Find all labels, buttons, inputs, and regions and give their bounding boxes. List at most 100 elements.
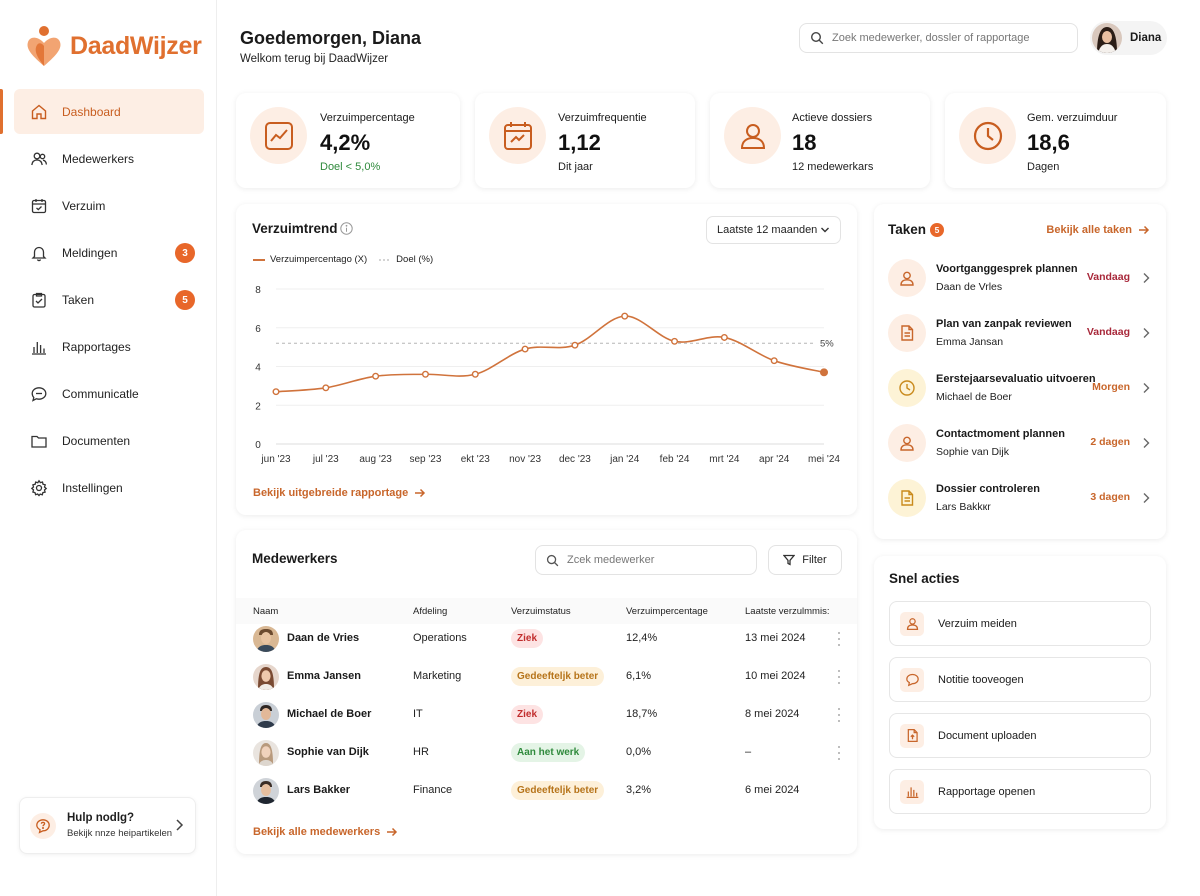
view-all-employees-link[interactable]: Bekijk alle medewerkers [253,826,398,838]
quick-action-label: Document uploaden [938,729,1037,742]
view-all-tasks-link[interactable]: Bekijk alle taken [1046,224,1150,236]
employee-search-input[interactable] [567,554,747,566]
more-options-icon[interactable] [836,708,842,722]
task-title: Eerstejaarsevaluatio uitvoeren [936,373,1096,385]
data-point [770,357,778,365]
person-icon [900,611,924,636]
x-tick-label: jan '24 [609,454,640,465]
add-note-button[interactable]: Notitie tooveogen [889,657,1151,702]
info-icon[interactable] [340,222,353,235]
task-item[interactable]: Voortganggesprek plannen Daan de Vrles V… [888,251,1152,306]
sidebar-item-medewerkers[interactable]: Medewerkers [14,136,204,181]
sidebar-item-documenten[interactable]: Documenten [14,418,204,463]
stat-label: Verzuimfrequentie [558,112,647,124]
status-badge: Gedeefteljk beter [511,667,605,686]
tasks-count-badge: 5 [930,223,944,237]
sidebar-item-label: Rapportages [62,339,131,354]
user-menu[interactable]: Diana [1090,21,1167,55]
search-input[interactable] [832,32,1072,44]
task-person: Daan de Vrles [936,281,1003,293]
employee-name: Emma Jansen [287,670,361,682]
column-header[interactable]: Laatste verzulmmis: [745,606,830,617]
person-icon [724,107,781,164]
home-icon [30,103,48,121]
document-icon [888,314,926,352]
sidebar-item-meldingen[interactable]: Meldingen 3 [14,230,204,275]
brand-name: DaadWijzer [70,31,202,60]
more-options-icon[interactable] [836,670,842,684]
stat-card-actieve-dossiers[interactable]: Actieve dossiers 18 12 medewerkars [710,93,930,188]
tasks-title: Taken [888,222,927,237]
employee-search[interactable] [535,545,757,575]
sidebar-item-taken[interactable]: Taken 5 [14,277,204,322]
task-person: Emma Jansan [936,336,1004,348]
more-options-icon[interactable] [836,632,842,646]
view-report-link[interactable]: Bekijk uitgebreide rapportage [253,487,426,499]
table-row[interactable]: Emma Jansen Marketing Gedeefteljk beter … [236,658,857,696]
arrow-right-icon [1139,225,1150,235]
logo[interactable]: DaadWijzer [24,24,202,68]
stat-sub: Doel < 5,0% [320,161,381,173]
avatar [253,778,279,804]
legend-series-swatch [253,258,265,261]
task-item[interactable]: Eerstejaarsevaluatio uitvoeren Michael d… [888,361,1152,416]
data-point [421,370,429,378]
task-item[interactable]: Plan van zanpak reviewen Emma Jansan Van… [888,306,1152,361]
global-search[interactable] [799,23,1078,53]
task-person: Sophie van Dijk [936,446,1009,458]
table-row[interactable]: Lars Bakker Finance Gedeefteljk beter 3,… [236,772,857,810]
employee-last: 10 mei 2024 [745,670,806,682]
task-item[interactable]: Dossier controleren Lars Bakkкr 3 dagen [888,471,1152,526]
table-row[interactable]: Daan de Vries Operations Ziek 12,4% 13 m… [236,620,857,658]
employees-card: Medewerkers Filter Naam Afdeling Verzuim… [236,530,857,854]
column-header[interactable]: Afdeling [413,606,448,617]
tasks-count-badge: 5 [175,290,195,310]
sidebar-item-label: Dashboard [62,104,121,119]
data-point [720,333,728,341]
quick-action-label: Rapportage openen [938,785,1036,798]
employee-pct: 3,2% [626,784,652,796]
sidebar-item-dashboard[interactable]: Dashboard [0,89,204,134]
task-item[interactable]: Contactmoment plannen Sophie van Dijk 2 … [888,416,1152,471]
sidebar-item-verzuim[interactable]: Verzuim [14,183,204,228]
employee-name: Sophie van Dijk [287,746,369,758]
logo-icon [27,26,61,66]
column-header[interactable]: Verzuimpercentage [626,606,708,617]
data-point [621,312,629,320]
help-title: Hulp nodlg? [67,812,135,824]
chevron-right-icon [1143,328,1150,338]
legend-goal: Doel (%) [379,254,433,265]
status-badge: Ziek [511,705,544,724]
column-header[interactable]: Verzuimstatus [511,606,571,617]
notification-count-badge: 3 [175,243,195,263]
bar-chart-icon [900,779,924,804]
x-tick-label: mrt '24 [709,454,740,465]
filter-button[interactable]: Filter [768,545,842,575]
x-tick-label: jul '23 [312,454,339,465]
report-absence-button[interactable]: Verzuim meiden [889,601,1151,646]
open-report-button[interactable]: Rapportage openen [889,769,1151,814]
view-all-employees-label: Bekijk alle medewerkers [253,826,381,838]
stat-card-gem-verzuimduur[interactable]: Gem. verzuimduur 18,6 Dagen [945,93,1166,188]
more-options-icon[interactable] [836,746,842,760]
avatar [253,626,279,652]
task-due: 2 dagen [1090,436,1130,448]
chevron-right-icon [1143,273,1150,283]
table-row[interactable]: Sophie van Dijk HR Aan het werk 0,0% – [236,734,857,772]
stat-card-verzuimpercentage[interactable]: Verzuimpercentage 4,2% Doel < 5,0% [236,93,460,188]
search-icon [810,31,824,45]
column-header[interactable]: Naam [253,606,279,617]
document-upload-icon [900,723,924,748]
table-row[interactable]: Michael de Boer IT Ziek 18,7% 8 mei 2024 [236,696,857,734]
page-subtitle: Welkom terug bij DaadWijzer [240,53,389,65]
sidebar-item-instellingen[interactable]: Instellingen [14,465,204,510]
task-due: Vandaag [1086,271,1130,283]
sidebar-item-communicatie[interactable]: Communicatle [14,371,204,416]
sidebar-item-rapportages[interactable]: Rapportages [14,324,204,369]
help-card[interactable]: Hulp nodlg? Bekijk nnze heipartikelen [19,797,196,854]
stat-card-verzuimfrequentie[interactable]: Verzuimfrequentie 1,12 Dit jaar [475,93,695,188]
upload-document-button[interactable]: Document uploaden [889,713,1151,758]
chevron-right-icon [1143,383,1150,393]
sidebar-nav: Dashboard Medewerkers Verzuim Meldingen … [0,89,217,512]
range-select[interactable]: Laatste 12 maanden [706,216,841,244]
